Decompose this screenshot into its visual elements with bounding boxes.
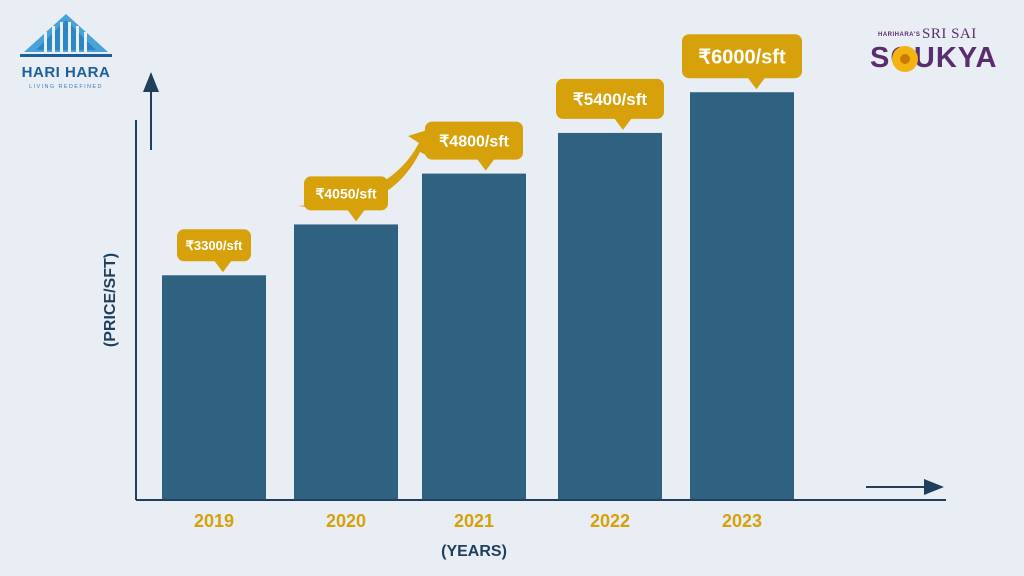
brand-name: HARI HARA	[21, 64, 111, 81]
callouts-group: ₹3300/sft ₹4050/sft ₹4800/sft ₹5400/sft ₹600…	[177, 34, 802, 273]
x-tick-label-2023: 2023	[722, 511, 762, 531]
data-label-2022: ₹5400/sft	[573, 90, 647, 109]
srisai-soukya-logo: HARIHARA'S SRI SAI SOUKYA	[868, 26, 1008, 82]
x-tick-label-2019: 2019	[194, 511, 234, 531]
bar-2021	[422, 173, 526, 499]
brand-prefix: HARIHARA'S	[878, 32, 921, 38]
data-label-2019: ₹3300/sft	[186, 238, 243, 253]
data-label-2021: ₹4800/sft	[439, 133, 509, 150]
brand-subtitle: SRI SAI	[922, 26, 977, 42]
x-tick-label-2020: 2020	[326, 511, 366, 531]
value-callout-2023: ₹6000/sft	[682, 34, 802, 90]
bar-2023	[690, 92, 794, 499]
harihara-logo: HARI HARA LIVING REDEFINED	[14, 14, 118, 94]
x-ticks-group: 2019 2020 2021 2022 2023	[194, 511, 762, 531]
value-callout-2021: ₹4800/sft	[425, 121, 523, 171]
flower-icon	[892, 46, 918, 72]
bar-2019	[162, 275, 266, 499]
data-label-2023: ₹6000/sft	[698, 46, 786, 68]
value-callout-2019: ₹3300/sft	[177, 229, 251, 273]
bar-2020	[294, 224, 398, 499]
y-axis-label: (PRICE/SFT)	[102, 253, 119, 347]
building-logo-icon	[20, 14, 112, 57]
x-axis-label: (YEARS)	[441, 543, 507, 560]
x-tick-label-2022: 2022	[590, 511, 630, 531]
brand-title: SOUKYA	[870, 42, 998, 74]
brand-tagline: LIVING REDEFINED	[29, 84, 103, 90]
data-label-2020: ₹4050/sft	[315, 185, 376, 201]
bar-2022	[558, 132, 662, 500]
value-callout-2020: ₹4050/sft	[304, 176, 388, 222]
value-callout-2022: ₹5400/sft	[556, 78, 664, 130]
x-tick-label-2021: 2021	[454, 511, 494, 531]
bars-group	[162, 92, 794, 500]
